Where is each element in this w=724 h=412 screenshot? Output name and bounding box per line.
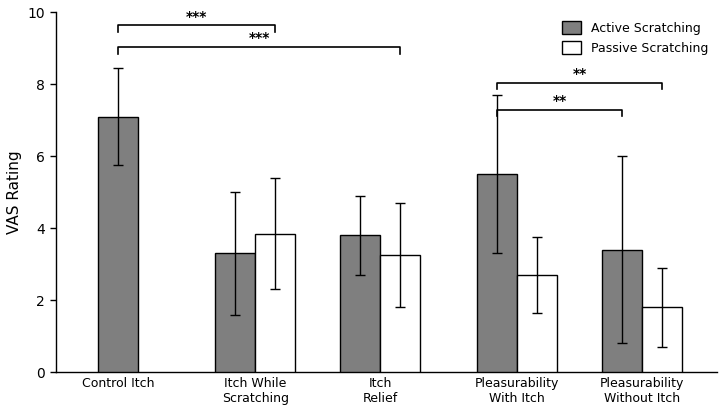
Bar [215,253,256,372]
Text: ***: *** [186,9,207,23]
Bar [518,275,557,372]
Bar [98,117,138,372]
Y-axis label: VAS Rating: VAS Rating [7,150,22,234]
Bar [642,307,682,372]
Legend: Active Scratching, Passive Scratching: Active Scratching, Passive Scratching [557,16,713,60]
Text: **: ** [552,94,567,108]
Bar [602,250,642,372]
Text: **: ** [573,67,587,81]
Bar [380,255,420,372]
Bar [340,236,380,372]
Text: ***: *** [248,31,269,45]
Bar [256,234,295,372]
Bar [477,174,518,372]
